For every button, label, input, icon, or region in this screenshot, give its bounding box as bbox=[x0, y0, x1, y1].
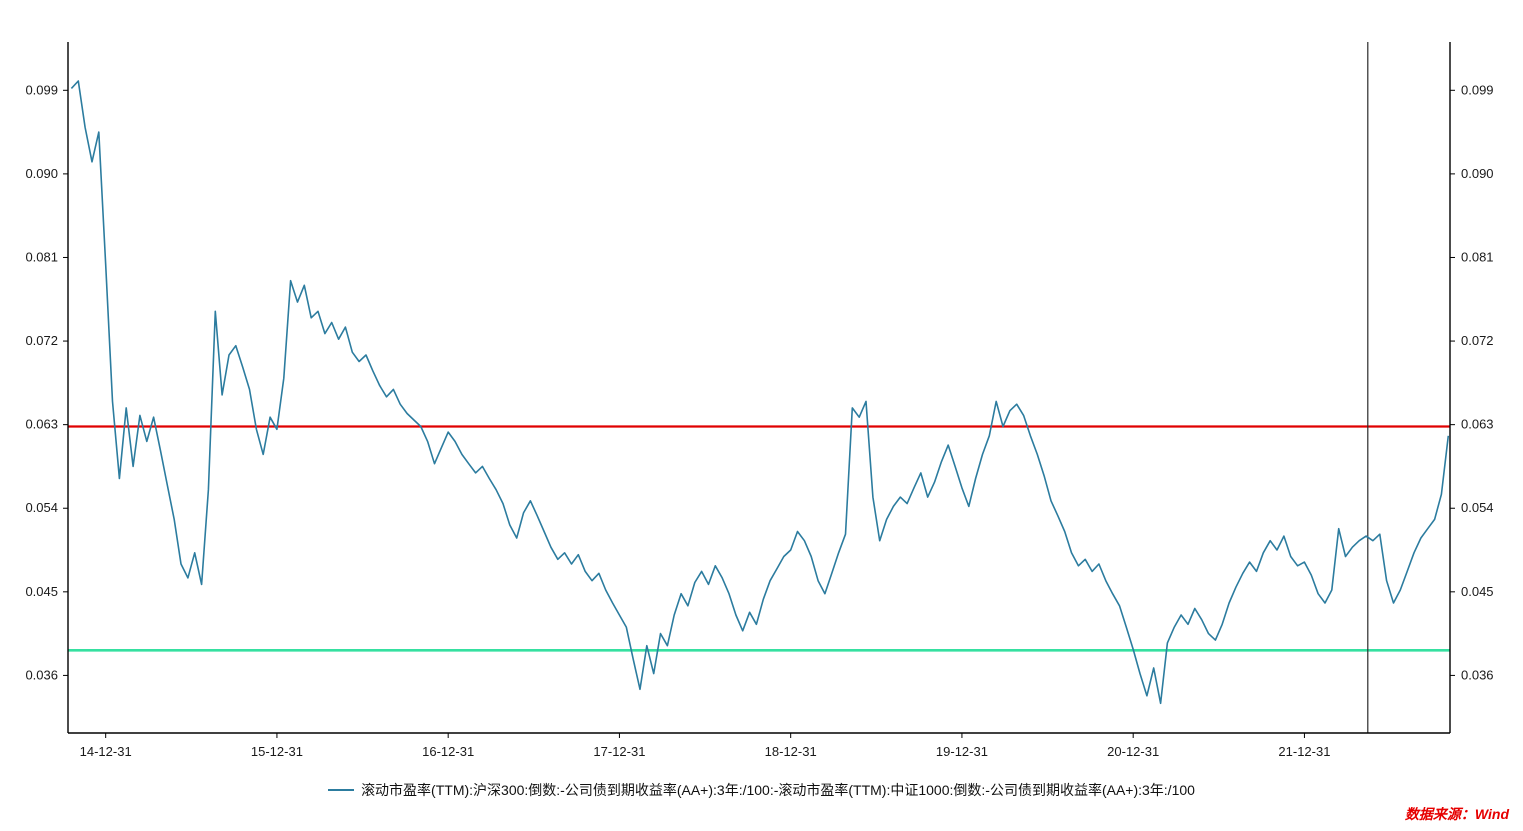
x-tick-label: 18-12-31 bbox=[765, 744, 817, 759]
y-tick-label-left: 0.063 bbox=[25, 417, 58, 432]
y-tick-label-left: 0.036 bbox=[25, 667, 58, 682]
x-tick-label: 17-12-31 bbox=[593, 744, 645, 759]
y-tick-label-right: 0.072 bbox=[1461, 333, 1494, 348]
legend: 滚动市盈率(TTM):沪深300:倒数:-公司债到期收益率(AA+):3年:/1… bbox=[0, 780, 1523, 800]
y-tick-label-right: 0.063 bbox=[1461, 417, 1494, 432]
x-tick-label: 21-12-31 bbox=[1278, 744, 1330, 759]
y-tick-label-left: 0.081 bbox=[25, 249, 58, 264]
y-tick-label-right: 0.036 bbox=[1461, 667, 1494, 682]
legend-label: 滚动市盈率(TTM):沪深300:倒数:-公司债到期收益率(AA+):3年:/1… bbox=[361, 782, 1195, 798]
y-tick-label-left: 0.045 bbox=[25, 584, 58, 599]
y-tick-label-left: 0.072 bbox=[25, 333, 58, 348]
x-tick-label: 20-12-31 bbox=[1107, 744, 1159, 759]
series-line bbox=[70, 80, 1450, 705]
y-tick-label-left: 0.054 bbox=[25, 500, 58, 515]
y-tick-label-left: 0.099 bbox=[25, 82, 58, 97]
x-tick-label: 15-12-31 bbox=[251, 744, 303, 759]
y-tick-label-right: 0.099 bbox=[1461, 82, 1494, 97]
legend-line-sample-icon bbox=[328, 788, 355, 791]
data-source-label: 数据来源：Wind bbox=[1404, 806, 1509, 822]
y-tick-label-right: 0.090 bbox=[1461, 166, 1494, 181]
x-tick-label: 19-12-31 bbox=[936, 744, 988, 759]
x-tick-label: 16-12-31 bbox=[422, 744, 474, 759]
y-tick-label-right: 0.054 bbox=[1461, 500, 1494, 515]
y-tick-label-left: 0.090 bbox=[25, 166, 58, 181]
y-tick-label-right: 0.081 bbox=[1461, 249, 1494, 264]
y-tick-label-right: 0.045 bbox=[1461, 584, 1494, 599]
x-tick-label: 14-12-31 bbox=[80, 744, 132, 759]
